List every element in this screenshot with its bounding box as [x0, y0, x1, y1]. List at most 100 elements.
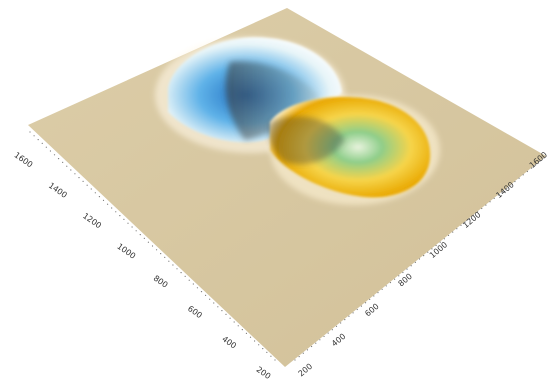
y-tick-label: 1000: [115, 242, 137, 261]
axis-tick-dot: [135, 230, 137, 232]
axis-tick-dot: [229, 317, 231, 319]
axis-tick-dot: [70, 169, 72, 171]
axis-tick-dot: [452, 231, 454, 233]
axis-tick-dot: [45, 146, 47, 148]
axis-tick-dot: [192, 283, 194, 285]
axis-tick-dot: [410, 265, 412, 267]
axis-tick-dot: [164, 256, 166, 258]
axis-tick-dot: [335, 325, 338, 327]
axis-tick-dot: [221, 310, 223, 312]
axis-tick-dot: [298, 356, 300, 358]
axis-tick-dot: [241, 329, 243, 331]
crater-yellow: [268, 95, 440, 205]
axis-tick-dot: [102, 199, 105, 201]
axis-tick-dot: [501, 191, 504, 193]
axis-tick-dot: [49, 150, 52, 152]
x-tick-label: 200: [297, 362, 314, 379]
axis-tick-dot: [258, 344, 260, 346]
axis-tick-dot: [86, 184, 88, 186]
axis-tick-dot: [381, 288, 383, 290]
axis-tick-dot: [418, 258, 421, 260]
axis-tick-dot: [249, 336, 252, 338]
axis-tick-dot: [302, 352, 304, 354]
axis-tick-dot: [245, 332, 248, 334]
axis-tick-dot: [274, 359, 276, 361]
axis-tick-dot: [180, 272, 182, 274]
axis-tick-dot: [270, 355, 272, 357]
axis-tick-dot: [406, 268, 408, 270]
axis-tick-dot: [188, 279, 190, 281]
axis-tick-dot: [518, 177, 520, 179]
axis-tick-dot: [106, 203, 109, 205]
axis-tick-dot: [217, 306, 219, 308]
axis-tick-dot: [510, 184, 512, 186]
axis-tick-dot: [294, 359, 296, 361]
y-tick-label: 200: [255, 365, 273, 381]
axis-tick-dot: [543, 157, 545, 159]
axis-tick-dot: [485, 204, 487, 206]
y-tick-label: 400: [220, 334, 238, 350]
y-tick-label: 1400: [47, 181, 69, 200]
axis-tick-dot: [119, 215, 121, 217]
axis-tick-dot: [389, 281, 392, 284]
axis-tick-dot: [539, 160, 541, 162]
axis-tick-dot: [464, 221, 466, 223]
axis-tick-dot: [37, 139, 39, 141]
axis-tick-dot: [394, 278, 396, 280]
axis-tick-dot: [427, 251, 429, 253]
axis-tick-dot: [266, 351, 268, 353]
axis-tick-dot: [237, 325, 239, 327]
axis-tick-dot: [311, 345, 313, 348]
axis-tick-dot: [373, 295, 375, 297]
axis-tick-dot: [319, 339, 321, 341]
axis-tick-dot: [356, 308, 358, 311]
axis-tick-dot: [352, 312, 354, 314]
axis-tick-dot: [143, 237, 145, 239]
axis-tick-dot: [306, 349, 309, 351]
axis-tick-dot: [315, 342, 317, 344]
axis-tick-dot: [29, 131, 31, 133]
axis-tick-dot: [414, 261, 416, 263]
axis-tick-dot: [423, 255, 425, 257]
axis-tick-dot: [369, 298, 371, 300]
y-tick-label: 1200: [81, 211, 103, 230]
axis-tick-dot: [506, 187, 508, 189]
axis-tick-dot: [460, 224, 462, 226]
axis-tick-dot: [74, 173, 76, 175]
axis-tick-dot: [33, 135, 35, 137]
axis-tick-dot: [155, 249, 158, 251]
x-axis: [294, 157, 545, 361]
axis-tick-dot: [340, 322, 342, 324]
y-axis: [29, 131, 276, 361]
axis-tick-dot: [41, 142, 43, 144]
axis-tick-dot: [348, 315, 350, 317]
axis-tick-dot: [53, 154, 56, 156]
axis-tick-dot: [184, 275, 186, 277]
axis-tick-dot: [327, 332, 329, 334]
x-tick-label: 400: [330, 332, 347, 349]
axis-tick-dot: [526, 170, 529, 173]
axis-tick-dot: [431, 248, 433, 250]
axis-tick-dot: [82, 180, 84, 182]
x-tick-label: 600: [363, 302, 380, 319]
axis-tick-dot: [447, 234, 450, 237]
axis-tick-dot: [139, 234, 141, 236]
axis-tick-dot: [131, 226, 133, 228]
axis-tick-dot: [456, 228, 458, 230]
axis-tick-dot: [62, 161, 64, 163]
axis-tick-dot: [497, 194, 499, 196]
axis-tick-dot: [331, 329, 333, 331]
axis-tick-dot: [262, 348, 264, 350]
y-tick-label: 800: [152, 274, 170, 290]
axis-tick-dot: [477, 211, 479, 213]
y-tick-label: 600: [186, 304, 204, 320]
axis-tick-dot: [160, 253, 162, 255]
axis-tick-dot: [168, 260, 170, 262]
axis-tick-dot: [535, 164, 537, 166]
axis-tick-dot: [66, 165, 68, 167]
axis-tick-dot: [196, 287, 199, 289]
axis-tick-dot: [225, 313, 227, 315]
axis-tick-dot: [115, 211, 117, 213]
axis-tick-dot: [213, 302, 215, 304]
axis-tick-dot: [127, 222, 129, 224]
